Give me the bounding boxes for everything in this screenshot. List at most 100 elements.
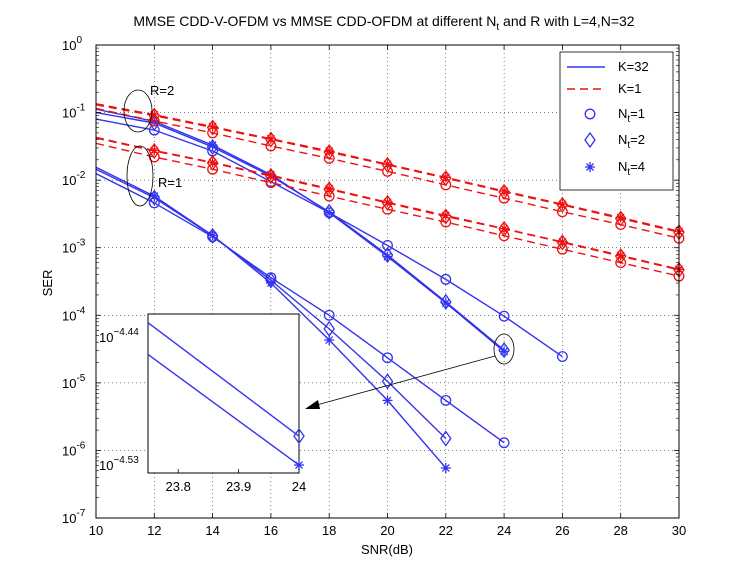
data-point [556, 234, 569, 251]
data-point [207, 157, 218, 168]
zoom-ellipse [493, 333, 515, 365]
data-point [557, 199, 568, 210]
data-point [440, 394, 452, 406]
data-point [440, 172, 451, 183]
y-tick-label: 10-3 [62, 238, 86, 256]
data-point [206, 154, 219, 172]
data-point [381, 194, 394, 212]
y-tick-label: 10-1 [62, 103, 86, 121]
inset-marker [293, 428, 305, 445]
data-point [498, 183, 510, 201]
data-point [615, 250, 626, 261]
data-point [381, 246, 394, 264]
x-tick-label: 26 [555, 523, 569, 538]
data-point [324, 207, 335, 218]
x-tick-label: 24 [497, 523, 511, 538]
inset-line [147, 353, 300, 466]
data-point [499, 186, 510, 197]
inset: 23.8 23.9 24 10−4.44 10−4.53 [99, 313, 306, 494]
data-point [382, 395, 393, 406]
inset-x-tick-label: 23.9 [226, 479, 251, 494]
data-point [382, 240, 393, 251]
legend-star-marker [585, 162, 595, 172]
data-point [324, 183, 335, 194]
y-tick-label: 10-6 [62, 440, 86, 458]
data-point [323, 181, 335, 198]
y-tick-label: 10-2 [62, 170, 86, 188]
series-line [95, 103, 680, 232]
data-point [556, 196, 569, 214]
chart-title: MMSE CDD-V-OFDM vs MMSE CDD-OFDM at diff… [133, 13, 634, 33]
x-tick-label: 28 [613, 523, 627, 538]
zoom-arrow [312, 355, 496, 407]
y-tick-label: 100 [62, 35, 82, 53]
data-point [207, 121, 218, 132]
y-tick-label: 10-5 [62, 373, 86, 391]
data-point [382, 159, 393, 170]
data-point [498, 220, 510, 237]
data-point [265, 167, 277, 185]
data-point [498, 437, 510, 449]
x-tick-label: 20 [380, 523, 394, 538]
x-tick-label: 10 [89, 523, 103, 538]
data-point [440, 170, 452, 187]
legend-diamond-marker [584, 131, 596, 149]
y-tick-label: 10-4 [62, 305, 86, 323]
data-point [381, 373, 394, 390]
data-point [382, 352, 393, 364]
annotation-r1: R=1 [158, 175, 182, 190]
data-point [149, 191, 160, 202]
x-tick-label: 16 [264, 523, 278, 538]
r1-ellipse [126, 145, 154, 207]
data-point [148, 107, 161, 124]
data-point [148, 142, 161, 160]
data-point [265, 170, 276, 181]
data-point [206, 119, 219, 136]
y-axis-label: SER [40, 270, 55, 297]
legend-label-k32: K=32 [618, 59, 649, 74]
legend-label-nt2: Nt=2 [618, 132, 645, 151]
axis-ticks: 10 12 14 16 18 20 22 24 26 28 30 100 10-1 10-2 10-3 10-… [62, 35, 686, 538]
plot-area [95, 45, 685, 518]
legend-label-nt4: Nt=4 [618, 159, 645, 178]
data-point [324, 145, 335, 156]
legend-label-k1: K=1 [618, 81, 642, 96]
series-line [95, 108, 505, 352]
inset-plot: 23.8 23.9 24 [147, 322, 306, 494]
data-point [440, 430, 452, 447]
series-line [95, 107, 680, 239]
inset-x-tick-label: 23.8 [166, 479, 191, 494]
data-point [382, 251, 393, 262]
legend-label-nt1: Nt=1 [618, 106, 645, 125]
data-point [207, 140, 218, 151]
data-point [381, 156, 394, 174]
data-point [440, 297, 451, 308]
data-point [265, 278, 276, 289]
inset-marker [294, 460, 304, 471]
zoom-arrowhead [305, 400, 320, 409]
data-point [207, 230, 218, 241]
data-point [440, 273, 452, 285]
legend-box [559, 51, 674, 191]
data-point [382, 197, 393, 208]
x-tick-label: 30 [672, 523, 686, 538]
x-tick-label: 14 [205, 523, 219, 538]
data-point [149, 145, 160, 156]
series-line [95, 142, 680, 277]
x-tick-label: 12 [147, 523, 161, 538]
data-point [615, 212, 626, 223]
data-point [324, 335, 335, 346]
x-tick-label: 22 [439, 523, 453, 538]
data-point [440, 210, 451, 221]
x-tick-label: 18 [322, 523, 336, 538]
data-point [498, 310, 510, 322]
data-point [499, 346, 510, 357]
data-point [265, 131, 277, 148]
data-point [499, 223, 510, 234]
inset-y-label-bottom: 10−4.53 [99, 455, 139, 473]
series-line [95, 136, 680, 270]
data-point [265, 133, 276, 144]
annotation-r2: R=2 [150, 83, 174, 98]
series-line [95, 172, 505, 444]
